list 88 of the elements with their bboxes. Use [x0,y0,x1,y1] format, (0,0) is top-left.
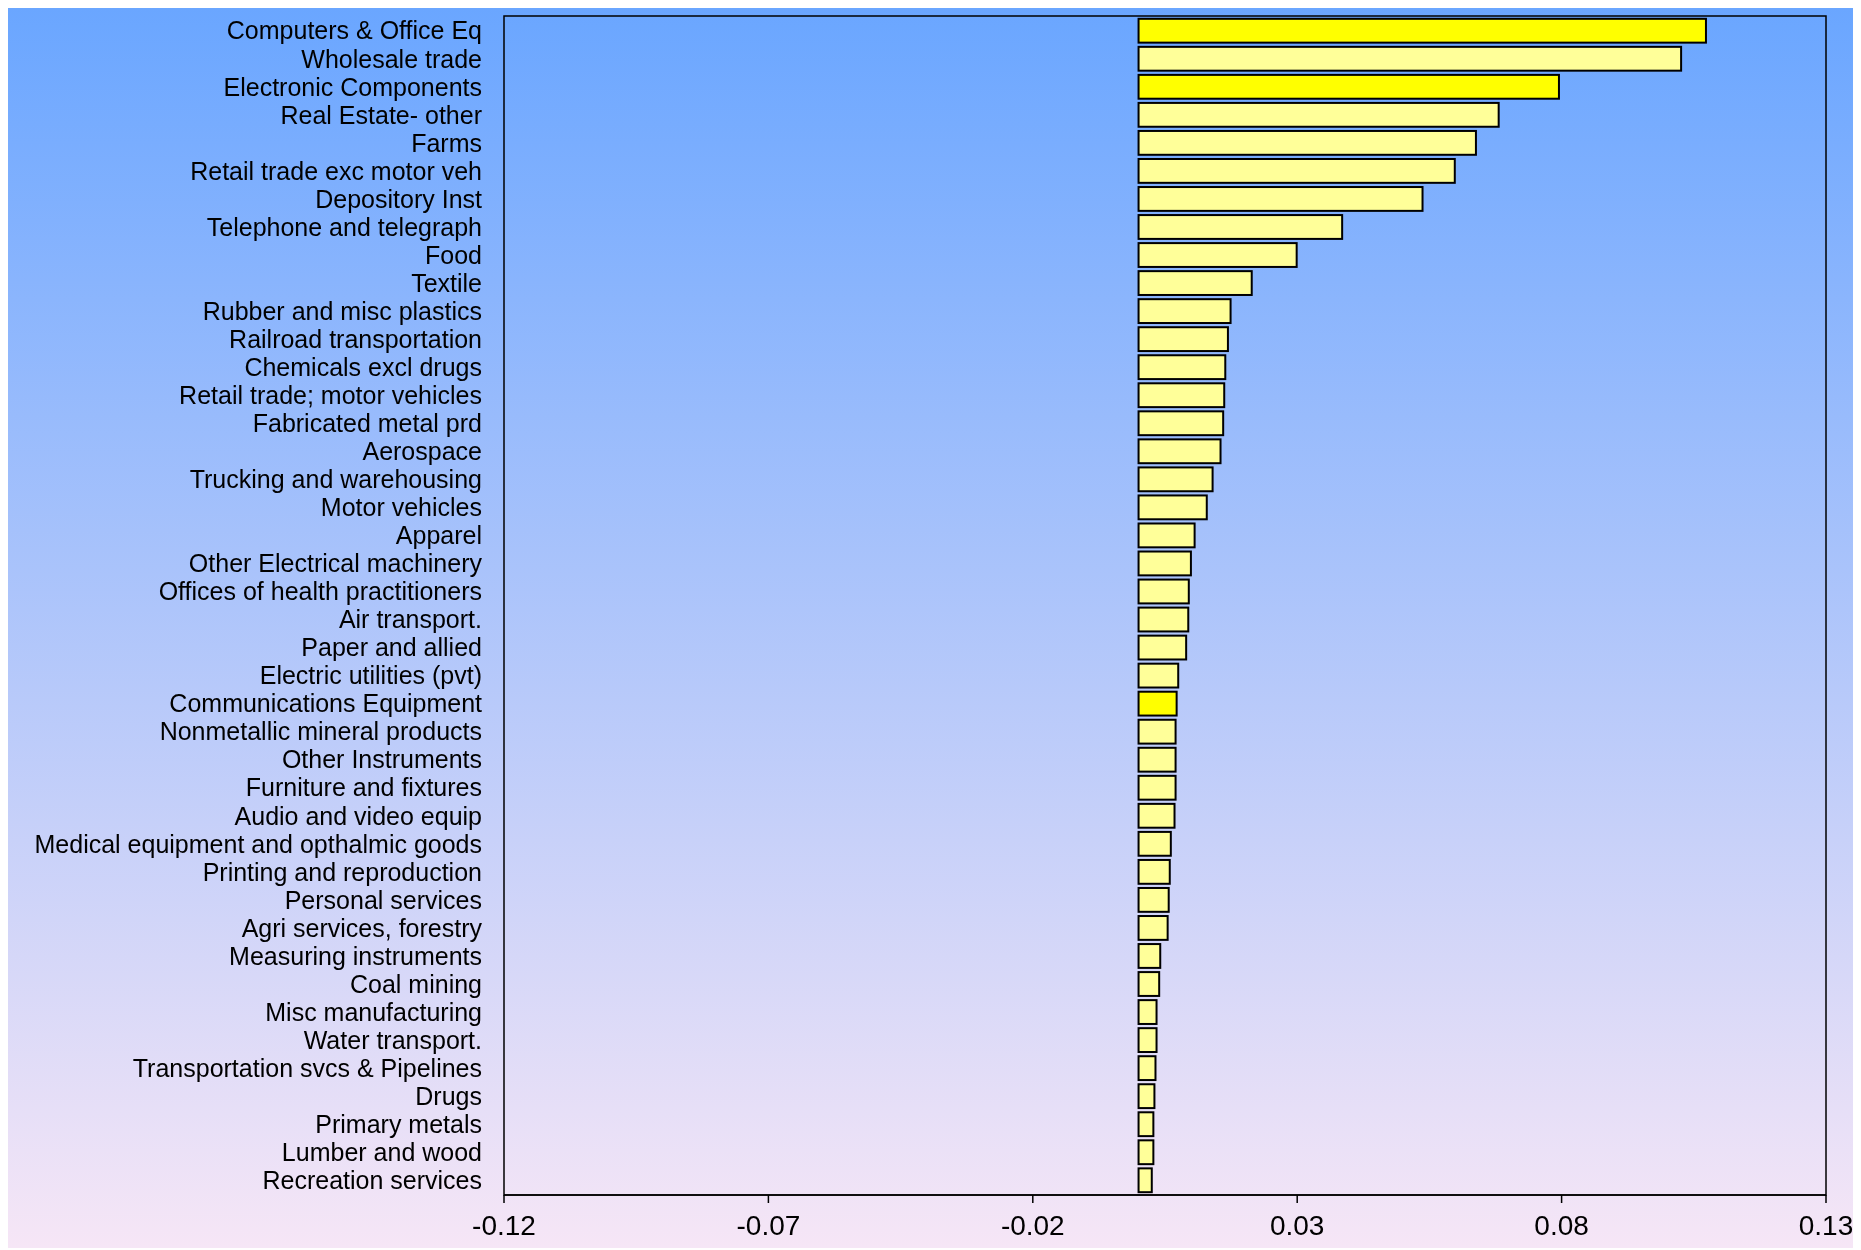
bar [1137,578,1190,605]
y-tick-label: Rubber and misc plastics [202,296,482,325]
bar [1137,214,1344,240]
bar [1137,774,1177,801]
y-tick-label: Measuring instruments [229,941,482,970]
bar [1137,157,1456,184]
bar [1137,73,1560,100]
y-tick-label: Textile [411,268,482,297]
x-tick-label: -0.12 [472,1210,536,1241]
x-tick-label: -0.07 [736,1210,801,1241]
y-tick-label: Printing and reproduction [202,857,482,886]
bar [1137,326,1229,353]
bar [1137,830,1172,857]
bar [1137,1083,1156,1110]
bar [1137,45,1683,72]
bar [1137,382,1226,409]
bar [1137,858,1171,885]
bar [1137,550,1192,577]
y-tick-label: Primary metals [315,1109,482,1138]
y-tick-label: Recreation services [262,1166,482,1195]
bar [1137,746,1177,773]
bar [1137,410,1225,437]
y-tick-label: Audio and video equip [234,801,482,830]
y-tick-label: Fabricated metal prd [252,409,482,437]
bar [1137,802,1176,829]
bar [1137,606,1190,633]
bar [1137,1027,1158,1053]
bar [1137,886,1170,913]
x-tick-label: 0.08 [1534,1210,1589,1241]
y-tick-label: Other Instruments [281,745,482,774]
bar [1137,438,1222,465]
bar [1137,101,1500,128]
bar [1137,1139,1155,1166]
bar [1137,242,1298,268]
x-tick-label: 0.03 [1269,1210,1325,1241]
y-tick-label: Retail trade exc motor veh [190,156,482,185]
y-tick-label: Coal mining [349,969,482,998]
y-tick-label: Computers & Office Eq [226,16,482,45]
y-tick-label: Electronic Components [223,72,482,101]
bar [1137,690,1178,717]
bar [1137,522,1196,549]
y-tick-label: Telephone and telegraph [206,212,482,241]
y-tick-label: Aerospace [362,437,482,466]
bar [1137,270,1253,296]
y-tick-label: Other Electrical machinery [188,549,483,578]
bar [1137,915,1169,941]
y-tick-label: Personal services [284,885,482,914]
x-tick-label: -0.02 [1000,1210,1065,1241]
y-tick-label: Depository Inst [315,184,483,213]
bar [1137,971,1161,997]
y-tick-label: Wholesale trade [301,44,482,73]
x-tick-label: 0.13 [1798,1210,1854,1241]
y-tick-label: Chemicals excl drugs [244,352,482,381]
bar [1137,186,1424,212]
y-tick-label: Misc manufacturing [265,997,482,1026]
bar [1137,1055,1157,1082]
y-tick-label: Railroad transportation [229,324,482,353]
y-tick-label: Water transport. [303,1025,482,1054]
y-tick-label: Trucking and warehousing [189,465,482,494]
y-tick-label: Motor vehicles [320,493,482,522]
y-tick-label: Paper and allied [301,633,482,662]
bar [1137,943,1162,969]
y-tick-label: Offices of health practitioners [158,577,482,606]
bar [1137,354,1227,381]
bar [1137,634,1188,661]
y-tick-label: Real Estate- other [280,100,482,129]
y-tick-label: Apparel [395,521,482,550]
y-tick-label: Communications Equipment [169,689,483,718]
bar [1137,662,1180,689]
y-tick-label: Transportation svcs & Pipelines [132,1053,482,1082]
y-tick-label: Food [425,240,482,269]
bar [1137,718,1177,745]
y-tick-label: Air transport. [338,605,482,634]
bar [1137,494,1208,521]
bar [1137,129,1477,156]
y-tick-label: Drugs [415,1081,482,1110]
y-tick-label: Farms [411,128,482,157]
bar [1137,999,1158,1025]
bar [1137,466,1214,493]
y-tick-label: Nonmetallic mineral products [159,717,482,746]
bar [1137,298,1232,325]
y-tick-label: Agri services, forestry [241,913,483,942]
y-tick-label: Medical equipment and opthalmic goods [34,829,482,858]
bar [1137,1111,1155,1138]
y-tick-label: Lumber and wood [281,1137,482,1166]
y-tick-label: Retail trade; motor vehicles [179,380,482,409]
y-tick-label: Electric utilities (pvt) [259,661,482,690]
y-tick-label: Furniture and fixtures [245,773,482,802]
